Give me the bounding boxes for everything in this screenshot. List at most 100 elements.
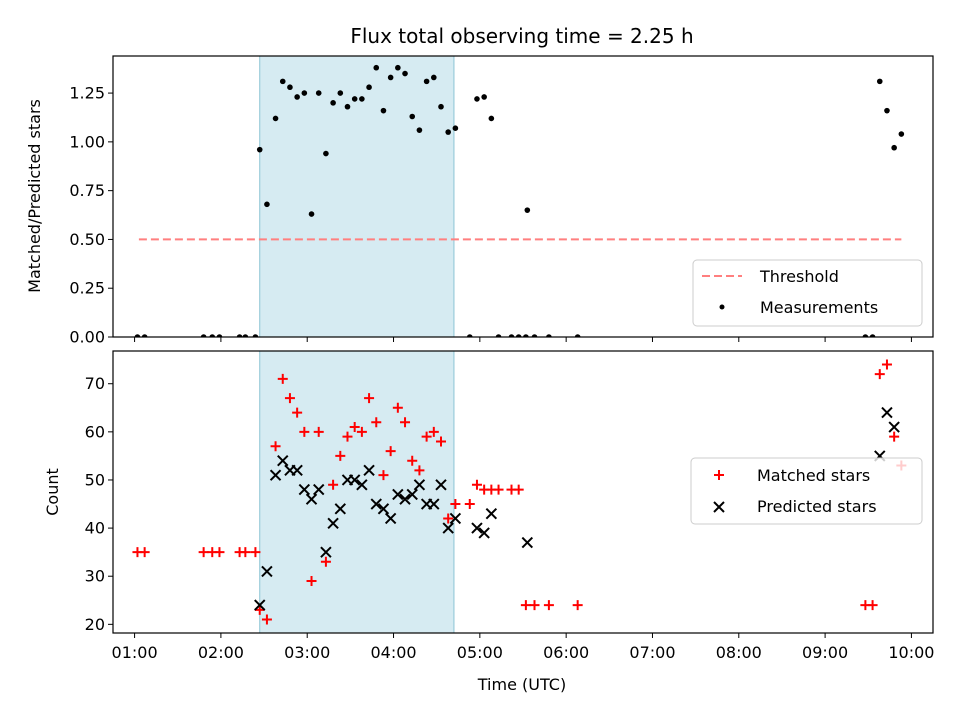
- data-point: [435, 479, 447, 491]
- x-tick-label: 09:00: [802, 643, 848, 662]
- data-point: [384, 512, 397, 525]
- data-point: [380, 107, 387, 114]
- y-tick-label: 0.00: [69, 328, 105, 347]
- data-point: [428, 426, 439, 437]
- data-point: [370, 498, 382, 510]
- data-point: [485, 507, 498, 520]
- data-point: [869, 334, 876, 337]
- data-point: [272, 115, 279, 122]
- data-point: [884, 107, 890, 114]
- data-point: [313, 483, 325, 496]
- data-point: [474, 96, 480, 102]
- data-point: [328, 479, 339, 490]
- data-point: [356, 479, 368, 491]
- data-point: [898, 131, 905, 137]
- data-point: [198, 547, 209, 558]
- data-point: [373, 64, 380, 71]
- y-tick-label: 0.25: [69, 279, 105, 298]
- legend: Threshold Measurements: [692, 259, 923, 327]
- data-point: [334, 503, 347, 515]
- data-point: [407, 455, 418, 466]
- series-measurements: [134, 64, 905, 337]
- data-point: [294, 94, 300, 100]
- data-point: [406, 488, 418, 501]
- data-point: [254, 604, 265, 615]
- data-point: [478, 527, 490, 539]
- data-point: [301, 90, 308, 96]
- data-point: [385, 446, 396, 457]
- data-point: [359, 96, 365, 102]
- x-tick-label: 08:00: [716, 643, 762, 662]
- data-point: [277, 373, 288, 384]
- data-point: [399, 493, 411, 505]
- top-plot: 0.00 0.25 0.50 0.75 1.00 1.25 Threshold Measure…: [69, 55, 934, 347]
- data-point: [493, 484, 504, 495]
- data-point: [299, 426, 310, 437]
- data-point: [250, 547, 261, 558]
- y-tick-label: 70: [85, 374, 105, 393]
- data-point: [543, 600, 554, 611]
- data-point: [438, 103, 444, 110]
- axes-frame: [112, 55, 934, 338]
- bottom-y-axis-label: Count: [43, 468, 62, 516]
- x-tick-label: 03:00: [284, 643, 330, 662]
- legend-swatch-predicted: [713, 501, 725, 513]
- y-tick-label: 20: [85, 615, 105, 634]
- x-axis-label: Time (UTC): [477, 675, 566, 694]
- data-point: [315, 90, 322, 96]
- data-point: [413, 479, 426, 491]
- legend-label-measurements: Measurements: [760, 298, 878, 317]
- y-tick-label: 0.75: [69, 181, 105, 200]
- legend: Matched stars Predicted stars: [690, 457, 923, 525]
- data-point: [421, 431, 432, 442]
- data-point: [348, 474, 361, 486]
- data-point: [409, 113, 416, 120]
- plot-area: [134, 64, 905, 337]
- data-point: [366, 84, 372, 91]
- plot-area: [132, 359, 907, 625]
- data-point: [888, 421, 900, 433]
- data-point: [209, 334, 216, 337]
- data-point: [402, 70, 408, 77]
- data-point: [436, 436, 446, 447]
- data-point: [330, 100, 336, 106]
- data-point: [529, 600, 540, 611]
- series-matched-stars: [132, 359, 907, 625]
- data-point: [513, 484, 524, 495]
- data-point: [464, 499, 475, 510]
- data-point: [881, 406, 893, 419]
- data-point: [236, 334, 243, 337]
- data-point: [495, 334, 502, 337]
- data-point: [508, 334, 515, 337]
- x-tick-label: 01:00: [112, 643, 158, 662]
- data-point: [891, 144, 897, 151]
- data-point: [471, 522, 483, 534]
- data-point: [416, 127, 423, 133]
- data-point: [395, 64, 401, 71]
- data-point: [284, 393, 295, 404]
- data-point: [261, 614, 272, 625]
- data-point: [269, 469, 282, 481]
- data-point: [327, 517, 339, 529]
- data-point: [862, 334, 869, 337]
- data-point: [466, 334, 473, 337]
- series-predicted-stars: [254, 406, 900, 611]
- data-point: [876, 78, 883, 85]
- data-point: [524, 207, 531, 213]
- data-point: [254, 599, 266, 611]
- data-point: [256, 146, 263, 153]
- data-point: [335, 450, 346, 461]
- data-point: [252, 334, 259, 337]
- data-point: [287, 84, 293, 91]
- data-point: [867, 600, 878, 611]
- data-point: [488, 115, 495, 122]
- bottom-plot: 20 30 40 50 60 70 01:00 02:00 03:00 04:00 05:00 06:…: [85, 350, 934, 662]
- legend-box: [692, 259, 923, 327]
- data-point: [264, 201, 270, 208]
- data-point: [546, 334, 552, 337]
- data-point: [400, 417, 411, 428]
- y-tick-label: 1.25: [69, 84, 105, 103]
- chart-title: Flux total observing time = 2.25 h: [350, 24, 693, 48]
- data-point: [364, 393, 375, 404]
